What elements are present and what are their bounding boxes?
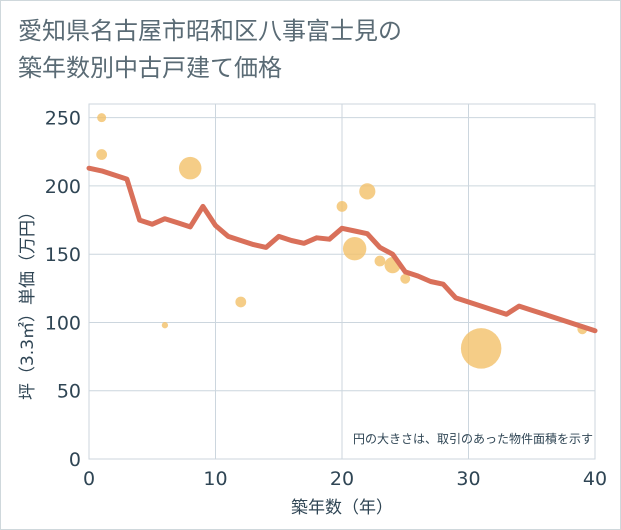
data-bubble	[460, 328, 502, 369]
x-axis-title: 築年数（年）	[291, 498, 393, 518]
x-tick-label: 20	[330, 468, 354, 490]
data-bubble	[178, 156, 202, 180]
data-bubble	[161, 322, 169, 329]
data-bubble	[96, 149, 108, 160]
data-bubble	[235, 296, 247, 308]
data-bubble	[336, 201, 348, 212]
chart-title: 愛知県名古屋市昭和区八事富士見の 築年数別中古戸建て価格	[18, 13, 402, 87]
y-tick-label: 200	[45, 176, 81, 198]
x-tick-label: 10	[203, 468, 227, 490]
y-axis-title: 坪（3.3㎡）単価（万円）	[18, 203, 38, 400]
x-tick-label: 30	[456, 468, 480, 490]
chart-title-line-1: 愛知県名古屋市昭和区八事富士見の	[18, 17, 402, 45]
x-tick-label: 0	[83, 468, 95, 490]
chart-title-line-2: 築年数別中古戸建て価格	[18, 54, 282, 82]
y-tick-label: 50	[57, 381, 81, 403]
data-bubble	[400, 273, 411, 284]
data-bubble	[359, 183, 376, 200]
trend-line	[86, 165, 598, 334]
trend-line-series	[86, 165, 598, 334]
y-tick-label: 250	[45, 108, 81, 130]
y-tick-label: 150	[45, 244, 81, 266]
y-tick-label: 0	[69, 449, 81, 471]
y-tick-label: 100	[45, 312, 81, 334]
x-tick-label: 40	[583, 468, 607, 490]
data-bubble	[97, 113, 107, 123]
grid-lines	[88, 103, 596, 460]
axes: 0 50 100 150 200 250 0 10 20 30 40	[45, 108, 607, 490]
bubble-size-note: 円の大きさは、取引のあった物件面積を示す	[353, 431, 593, 446]
data-bubble	[374, 255, 386, 267]
data-bubble	[342, 237, 367, 261]
